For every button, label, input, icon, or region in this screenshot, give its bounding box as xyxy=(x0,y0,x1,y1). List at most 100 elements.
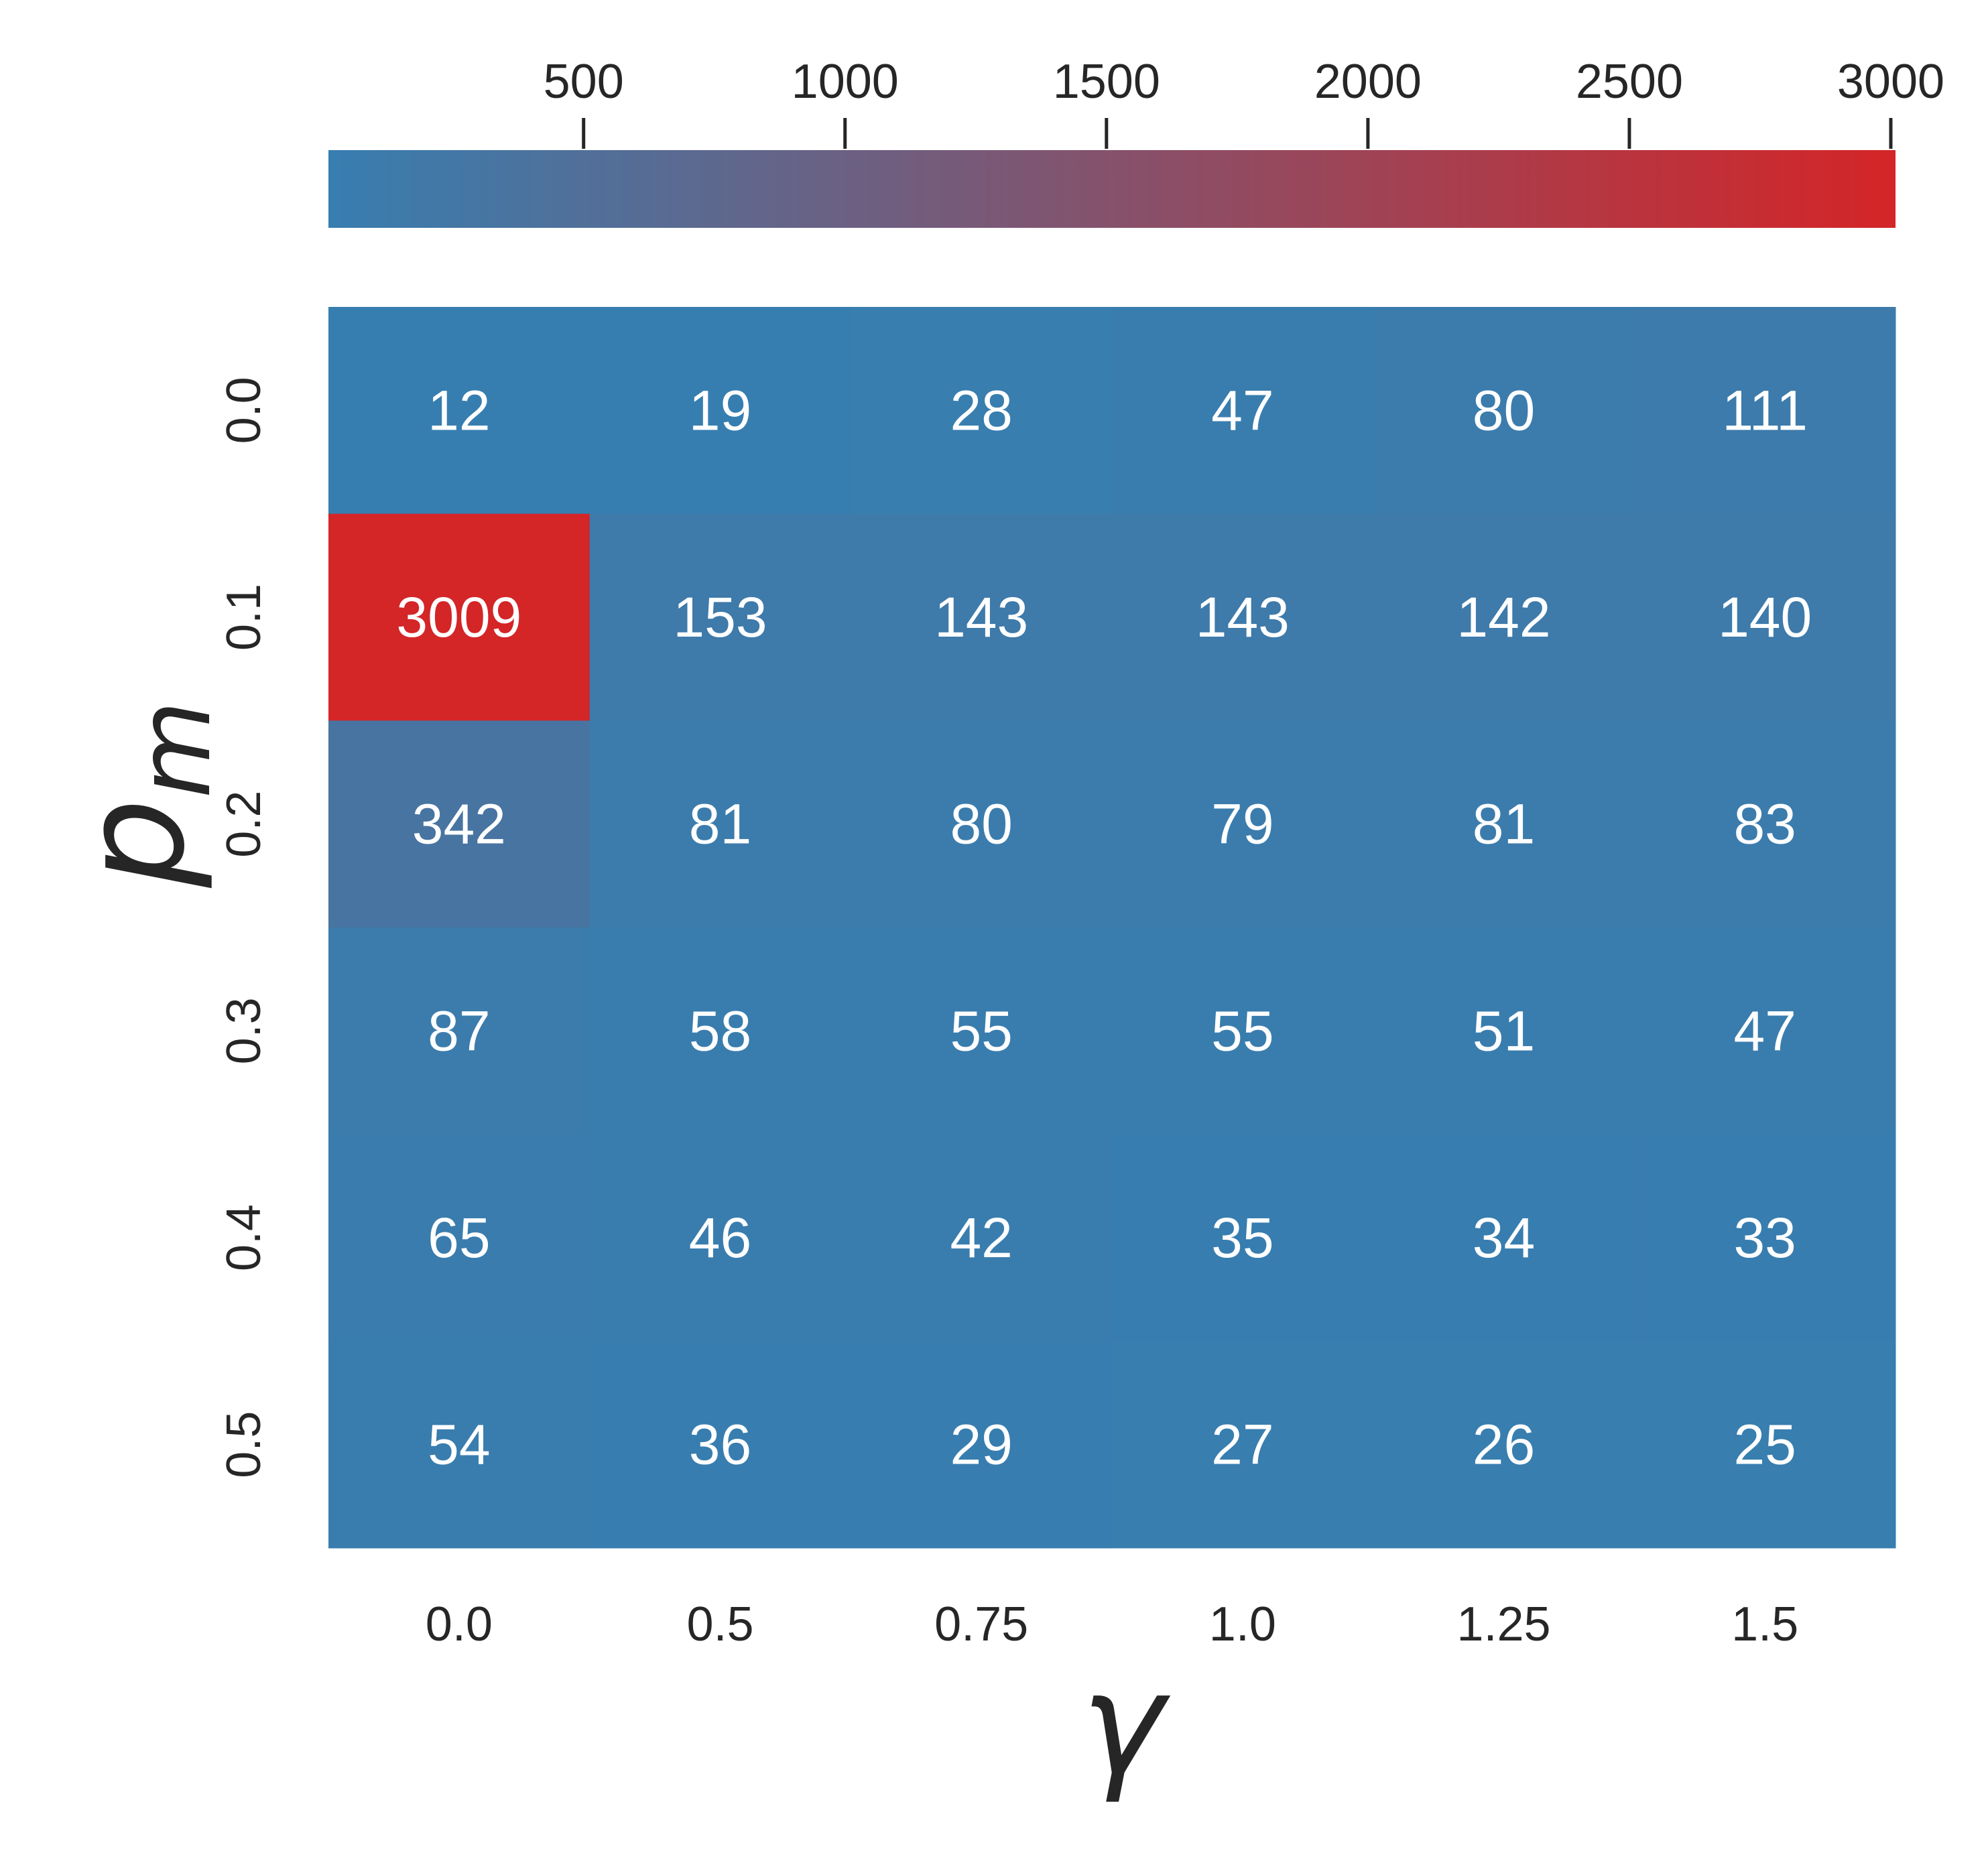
x-tick-label: 0.75 xyxy=(934,1598,1028,1651)
heatmap-cell xyxy=(851,1341,1113,1549)
cell-value-label: 55 xyxy=(1211,999,1273,1062)
y-axis-label-base: p xyxy=(52,798,216,888)
heatmap-cell xyxy=(328,720,591,928)
y-tick-label: 0.0 xyxy=(217,377,271,444)
heatmap-cell xyxy=(1112,927,1374,1135)
heatmap-cell xyxy=(589,1341,851,1549)
y-axis-label: pm xyxy=(52,700,233,888)
heatmap-cell xyxy=(1634,1341,1896,1549)
heatmap-cells: 12 19 28 47 80 111 3009 153 143 143 142 140 342 81 80 7… xyxy=(328,307,1896,1549)
heatmap-cell xyxy=(328,1341,591,1549)
heatmap-cell xyxy=(589,513,851,721)
heatmap-cell xyxy=(589,1134,851,1342)
cell-value-label: 80 xyxy=(1473,379,1535,442)
cell-value-label: 65 xyxy=(428,1206,490,1269)
colorbar-ticks: 500 1000 1500 2000 2500 3000 xyxy=(544,55,1944,149)
cell-value-label: 81 xyxy=(1473,793,1535,856)
y-tick-label: 0.4 xyxy=(217,1204,271,1271)
cell-value-label: 79 xyxy=(1211,793,1273,856)
cell-value-label: 54 xyxy=(428,1413,490,1476)
cell-value-label: 25 xyxy=(1733,1413,1796,1476)
heatmap-cell xyxy=(1112,720,1374,928)
cell-value-label: 19 xyxy=(689,379,751,442)
heatmap-cell xyxy=(851,513,1113,721)
heatmap-cell xyxy=(1634,927,1896,1135)
heatmap-cell xyxy=(328,513,591,721)
heatmap-cell xyxy=(589,720,851,928)
colorbar: 500 1000 1500 2000 2500 3000 xyxy=(328,55,1944,228)
heatmap-cell xyxy=(851,720,1113,928)
heatmap-cell xyxy=(1373,927,1635,1135)
cell-value-label: 55 xyxy=(950,999,1012,1062)
y-axis-label-subscript: m xyxy=(117,700,233,798)
cell-value-label: 12 xyxy=(428,379,490,442)
colorbar-tick-label: 1000 xyxy=(792,55,899,109)
cell-value-label: 36 xyxy=(689,1413,751,1476)
cell-value-label: 42 xyxy=(950,1206,1012,1269)
cell-value-label: 143 xyxy=(1196,586,1290,649)
cell-value-label: 111 xyxy=(1722,379,1808,442)
heatmap-cell xyxy=(328,1134,591,1342)
heatmap-cell xyxy=(1112,513,1374,721)
heatmap-cell xyxy=(1112,1341,1374,1549)
x-tick-label: 0.5 xyxy=(686,1598,753,1651)
heatmap-cell xyxy=(851,1134,1113,1342)
cell-value-label: 80 xyxy=(950,793,1012,856)
cell-value-label: 29 xyxy=(950,1413,1012,1476)
heatmap-cell xyxy=(328,927,591,1135)
cell-value-label: 28 xyxy=(950,379,1012,442)
heatmap-cell xyxy=(1373,1341,1635,1549)
heatmap-cell xyxy=(1373,720,1635,928)
x-tick-label: 1.25 xyxy=(1456,1598,1550,1651)
cell-value-label: 47 xyxy=(1733,999,1796,1062)
x-tick-label: 1.0 xyxy=(1209,1598,1276,1651)
cell-value-label: 3009 xyxy=(396,586,521,649)
cell-value-label: 142 xyxy=(1456,586,1550,649)
heatmap-cell xyxy=(1634,1134,1896,1342)
heatmap-cell xyxy=(1112,307,1374,515)
heatmap-cell xyxy=(1112,1134,1374,1342)
cell-value-label: 46 xyxy=(689,1206,751,1269)
cell-value-label: 143 xyxy=(934,586,1028,649)
x-tick-label: 1.5 xyxy=(1731,1598,1798,1651)
heatmap-cell xyxy=(1373,1134,1635,1342)
cell-value-label: 47 xyxy=(1211,379,1273,442)
colorbar-tick-label: 2000 xyxy=(1314,55,1422,109)
heatmap-cell xyxy=(1634,513,1896,721)
x-axis-ticks: 0.0 0.5 0.75 1.0 1.25 1.5 xyxy=(426,1598,1798,1651)
y-tick-label: 0.5 xyxy=(217,1411,271,1478)
cell-value-label: 153 xyxy=(673,586,767,649)
x-tick-label: 0.0 xyxy=(426,1598,493,1651)
colorbar-gradient xyxy=(328,150,1896,228)
heatmap-cell xyxy=(1634,307,1896,515)
colorbar-tick-label: 3000 xyxy=(1837,55,1944,109)
cell-value-label: 27 xyxy=(1211,1413,1273,1476)
cell-value-label: 58 xyxy=(689,999,751,1062)
cell-value-label: 34 xyxy=(1473,1206,1535,1269)
colorbar-tick-label: 1500 xyxy=(1053,55,1160,109)
y-axis-ticks: 0.0 0.1 0.2 0.3 0.4 0.5 xyxy=(217,377,271,1478)
y-tick-label: 0.3 xyxy=(217,997,271,1064)
heatmap-cell xyxy=(1634,720,1896,928)
cell-value-label: 81 xyxy=(689,793,751,856)
cell-value-label: 342 xyxy=(412,793,506,856)
heatmap-cell xyxy=(1373,513,1635,721)
cell-value-label: 26 xyxy=(1473,1413,1535,1476)
cell-value-label: 140 xyxy=(1718,586,1812,649)
cell-value-label: 87 xyxy=(428,999,490,1062)
cell-value-label: 83 xyxy=(1733,793,1796,856)
heatmap-cell xyxy=(589,307,851,515)
x-axis-label: γ xyxy=(1081,1642,1171,1806)
heatmap-cell xyxy=(328,307,591,515)
y-tick-label: 0.2 xyxy=(217,791,271,858)
cell-value-label: 51 xyxy=(1473,999,1535,1062)
heatmap-cell xyxy=(851,927,1113,1135)
y-tick-label: 0.1 xyxy=(217,584,271,651)
cell-value-label: 35 xyxy=(1211,1206,1273,1269)
heatmap-cell xyxy=(851,307,1113,515)
svg-text:pm: pm xyxy=(52,700,233,888)
heatmap-cell xyxy=(1373,307,1635,515)
cell-value-label: 33 xyxy=(1733,1206,1796,1269)
colorbar-tick-label: 500 xyxy=(544,55,624,109)
